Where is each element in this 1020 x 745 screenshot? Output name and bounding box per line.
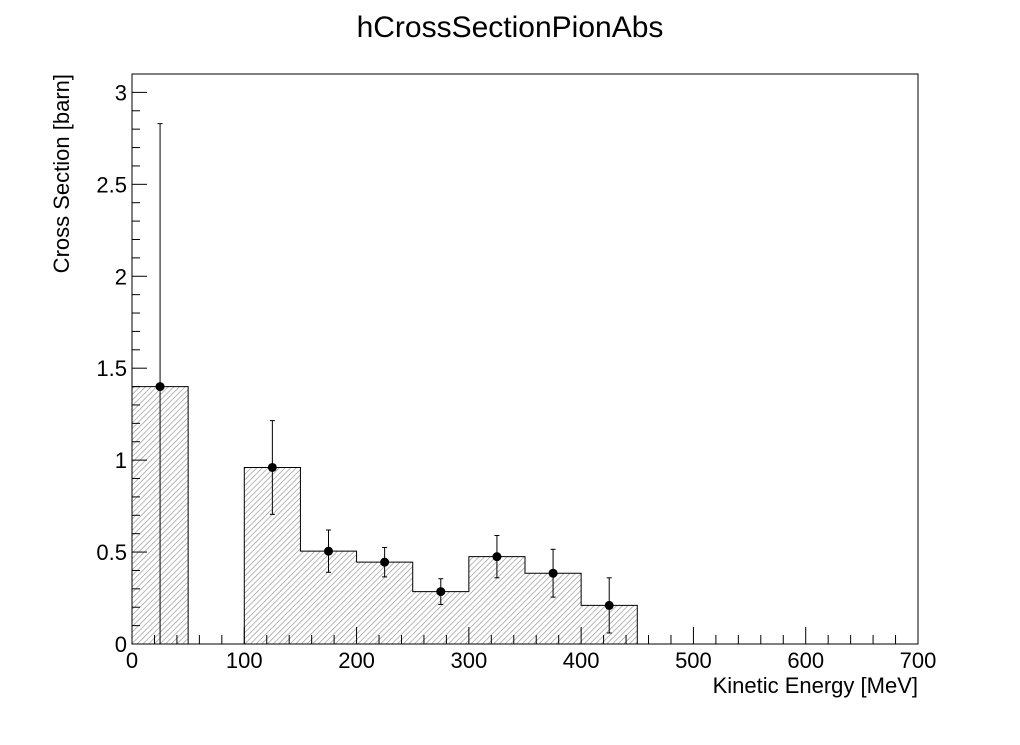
plot-frame — [131, 73, 919, 645]
y-axis-ticks — [132, 73, 147, 645]
x-tick-label: 600 — [787, 648, 824, 673]
data-point-7 — [548, 568, 558, 578]
data-point-8 — [604, 600, 614, 610]
x-axis-tick-labels: 0 100 200 300 400 500 600 700 — [126, 648, 936, 673]
y-tick-label: 0 — [115, 632, 127, 657]
data-point-4 — [380, 557, 390, 567]
x-tick-label: 400 — [563, 648, 600, 673]
data-point-3 — [324, 546, 333, 556]
y-axis-title: Cross Section [barn] — [49, 74, 74, 273]
data-markers — [155, 382, 614, 610]
y-tick-label: 0.5 — [96, 540, 127, 565]
x-tick-label: 700 — [900, 648, 937, 673]
histogram-bars — [132, 386, 638, 644]
x-tick-label: 300 — [450, 648, 487, 673]
chart-title: hCrossSectionPionAbs — [357, 11, 664, 44]
data-point-0 — [155, 382, 165, 392]
data-point-6 — [492, 552, 502, 562]
y-tick-label: 1.5 — [96, 356, 127, 381]
x-axis-ticks — [131, 627, 919, 644]
x-axis-title: Kinetic Energy [MeV] — [713, 673, 918, 698]
x-tick-label: 0 — [126, 648, 138, 673]
x-tick-label: 100 — [226, 648, 263, 673]
data-point-5 — [436, 587, 446, 597]
y-axis-tick-labels: 0 0.5 1 1.5 2 2.5 3 — [96, 80, 127, 657]
data-point-2 — [267, 462, 277, 472]
x-tick-label: 200 — [338, 648, 375, 673]
y-tick-label: 2.5 — [96, 172, 127, 197]
y-tick-label: 1 — [115, 448, 127, 473]
y-tick-label: 2 — [115, 264, 127, 289]
y-tick-label: 3 — [115, 80, 127, 105]
x-tick-label: 500 — [675, 648, 712, 673]
